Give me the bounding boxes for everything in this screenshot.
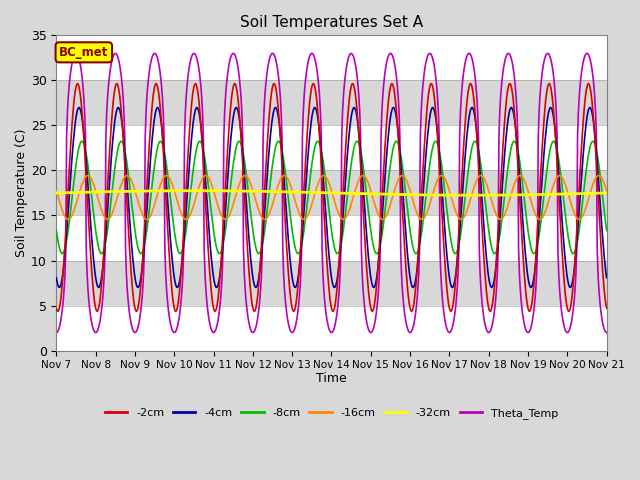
-32cm [603,190,611,196]
-16cm [144,216,152,222]
Theta_Temp [52,330,60,336]
-2cm [280,189,287,195]
-4cm [456,230,463,236]
-8cm [142,233,150,239]
-32cm [142,188,150,194]
Theta_Temp [524,330,532,336]
-2cm [144,171,152,177]
-32cm [456,192,463,198]
Theta_Temp [456,134,463,140]
X-axis label: Time: Time [316,372,347,385]
-16cm [65,216,72,222]
-16cm [52,188,60,193]
Bar [56,125,607,170]
-16cm [525,191,532,196]
Bar [56,216,607,261]
Line: -4cm: -4cm [56,108,607,288]
-8cm [603,228,611,233]
-8cm [490,251,498,256]
-4cm [496,220,504,226]
-2cm [138,276,145,282]
-16cm [603,188,611,193]
Line: -32cm: -32cm [56,191,607,195]
Text: BC_met: BC_met [59,46,109,59]
-4cm [142,220,150,226]
-16cm [138,209,145,215]
-4cm [524,275,532,281]
Y-axis label: Soil Temperature (C): Soil Temperature (C) [15,129,28,257]
-8cm [52,228,60,233]
-2cm [456,200,464,206]
-8cm [278,147,286,153]
-4cm [291,285,299,290]
-2cm [52,305,60,311]
Legend: -2cm, -4cm, -8cm, -16cm, -32cm, Theta_Temp: -2cm, -4cm, -8cm, -16cm, -32cm, Theta_Te… [100,404,563,423]
Theta_Temp [137,310,145,316]
Title: Soil Temperatures Set A: Soil Temperatures Set A [240,15,423,30]
-2cm [603,305,611,311]
Line: -8cm: -8cm [56,141,607,253]
-16cm [456,216,464,222]
-32cm [465,192,473,198]
-8cm [471,138,479,144]
-4cm [603,275,611,281]
Theta_Temp [143,96,150,101]
Bar [56,306,607,350]
Theta_Temp [496,110,504,116]
-16cm [497,216,504,222]
-4cm [586,105,594,110]
-32cm [497,192,504,198]
-16cm [280,173,287,179]
-8cm [497,228,504,233]
-2cm [74,81,81,86]
Bar [56,36,607,80]
Theta_Temp [72,50,80,56]
-2cm [497,186,504,192]
-4cm [52,275,60,281]
-32cm [279,189,287,195]
-32cm [52,190,60,196]
-8cm [455,242,463,248]
-32cm [190,188,198,193]
-8cm [136,250,143,256]
-8cm [525,233,532,239]
-2cm [525,308,532,313]
Theta_Temp [279,246,287,252]
Line: -16cm: -16cm [56,176,607,219]
-4cm [136,281,143,287]
Line: -2cm: -2cm [56,84,607,312]
-16cm [84,173,92,179]
Theta_Temp [603,330,611,336]
Line: Theta_Temp: Theta_Temp [56,53,607,333]
-32cm [525,192,532,198]
-4cm [278,149,286,155]
-2cm [54,309,62,314]
-32cm [136,188,143,194]
